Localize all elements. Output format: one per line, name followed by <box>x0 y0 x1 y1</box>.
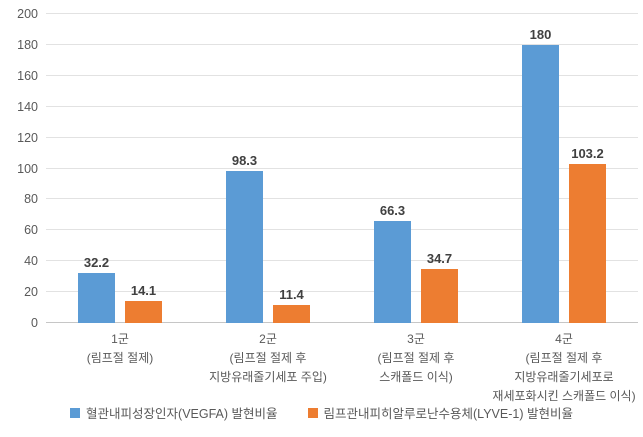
gridline <box>46 198 638 200</box>
gridline <box>46 229 638 231</box>
bar-group: 180 103.2 <box>490 14 638 323</box>
legend-swatch-icon <box>70 407 81 418</box>
y-tick-label: 160 <box>17 68 38 83</box>
bar-wrap: 180 <box>522 14 559 323</box>
gridline <box>46 136 638 138</box>
x-axis-line <box>46 322 638 323</box>
gridline <box>46 43 638 45</box>
category-label-line: (림프절 절제) <box>86 351 154 365</box>
category-label: 1군 (림프절 절제) <box>46 330 194 406</box>
bar-groups: 32.2 14.1 98.3 11.4 66.3 34.7 180 103.2 <box>46 14 638 323</box>
value-label: 103.2 <box>571 145 604 161</box>
y-tick-label: 0 <box>31 316 38 330</box>
category-label-line: 스캐폴드 이식) <box>379 370 453 384</box>
bar-wrap: 32.2 <box>78 14 115 323</box>
bar <box>374 220 411 323</box>
bar-group: 66.3 34.7 <box>342 14 490 323</box>
gridline <box>46 291 638 293</box>
category-label-line: 지방유래줄기세포 주입) <box>209 370 327 384</box>
bar-wrap: 103.2 <box>569 14 606 323</box>
y-tick-label: 80 <box>24 192 38 207</box>
legend-label: 림프관내피히알루로난수용체(LYVE-1) 발현비율 <box>323 407 573 421</box>
bar-wrap: 66.3 <box>374 14 411 323</box>
bar-wrap: 14.1 <box>125 14 162 323</box>
bar-group: 98.3 11.4 <box>194 14 342 323</box>
category-label-line: (림프절 절제 후 <box>377 351 455 365</box>
bar <box>522 44 559 323</box>
legend-label: 혈관내피성장인자(VEGFA) 발현비율 <box>86 407 278 421</box>
y-tick-label: 40 <box>24 254 38 269</box>
legend: 혈관내피성장인자(VEGFA) 발현비율 림프관내피히알루로난수용체(LYVE-1… <box>0 403 643 422</box>
y-tick-label: 100 <box>17 161 38 176</box>
bar-wrap: 34.7 <box>421 14 458 323</box>
category-label-line: 4군 <box>555 332 573 346</box>
category-label-line: 1군 <box>111 332 129 346</box>
gridline <box>46 105 638 107</box>
value-label: 98.3 <box>231 153 258 169</box>
gridline <box>46 13 638 14</box>
gridline <box>46 74 638 76</box>
bar-group: 32.2 14.1 <box>46 14 194 323</box>
category-label-line: 지방유래줄기세포로 <box>514 370 614 384</box>
category-label-line: 재세포화시킨 스캐폴드 이식) <box>492 389 636 403</box>
plot-area: 32.2 14.1 98.3 11.4 66.3 34.7 180 103.2 <box>46 13 638 323</box>
value-label: 34.7 <box>426 251 453 267</box>
y-tick-label: 200 <box>17 7 38 21</box>
value-label: 180 <box>529 26 552 42</box>
category-label-line: 3군 <box>407 332 425 346</box>
legend-item: 혈관내피성장인자(VEGFA) 발현비율 <box>70 403 278 422</box>
category-label-line: 2군 <box>259 332 277 346</box>
gridline <box>46 167 638 169</box>
bar-wrap: 98.3 <box>226 14 263 323</box>
value-label: 32.2 <box>83 255 110 271</box>
gridline <box>46 260 638 262</box>
bar <box>421 269 458 323</box>
bar <box>125 301 162 323</box>
legend-item: 림프관내피히알루로난수용체(LYVE-1) 발현비율 <box>307 403 573 422</box>
bar <box>78 273 115 323</box>
category-label-line: (림프절 절제 후 <box>525 351 603 365</box>
value-label: 11.4 <box>279 287 304 303</box>
legend-swatch-icon <box>307 407 318 418</box>
y-tick-label: 60 <box>24 223 38 238</box>
y-tick-label: 140 <box>17 99 38 114</box>
value-label: 14.1 <box>130 283 157 299</box>
category-label-line: (림프절 절제 후 <box>229 351 307 365</box>
bar <box>226 171 263 323</box>
y-tick-label: 20 <box>24 285 38 300</box>
y-tick-label: 180 <box>17 37 38 52</box>
bar <box>273 305 310 323</box>
y-tick-label: 120 <box>17 130 38 145</box>
value-label: 66.3 <box>379 202 406 218</box>
y-axis: 0 20 40 60 80 100 120 140 160 180 200 <box>0 7 38 330</box>
bar <box>569 163 606 323</box>
bar-wrap: 11.4 <box>273 14 310 323</box>
